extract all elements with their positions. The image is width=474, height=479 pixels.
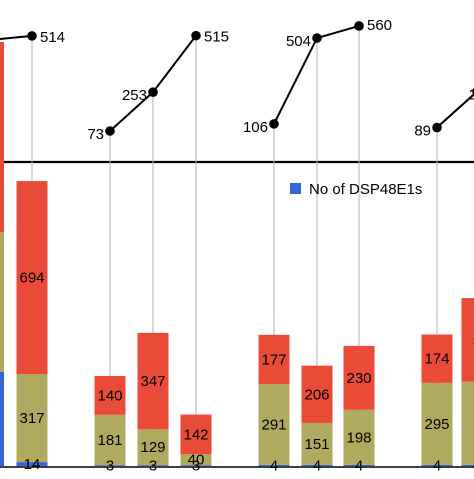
- bar-value-label: 177: [261, 351, 286, 368]
- bar-value-label: 40: [188, 452, 205, 469]
- bar-value-label: 4: [270, 457, 278, 474]
- bar-segment: [0, 232, 4, 372]
- bar-value-label: 142: [183, 426, 208, 443]
- bar-segment: [462, 381, 474, 464]
- line-point: [27, 31, 37, 41]
- bar-value-label: 694: [19, 270, 44, 287]
- line-point: [148, 87, 158, 97]
- stacked-bars: [0, 42, 474, 466]
- bar-value-label: 151: [304, 436, 329, 453]
- line-value-label: 514: [40, 29, 65, 46]
- line-series: [0, 21, 474, 136]
- line-segment: [317, 26, 359, 38]
- line-value-label: 89: [414, 123, 431, 140]
- bar-value-label: 4: [433, 457, 441, 474]
- line-value-label: 256: [469, 87, 474, 104]
- bar-value-label: 3: [149, 458, 157, 474]
- bar-value-label: 4: [313, 457, 321, 474]
- legend: No of DSP48E1s: [290, 181, 422, 198]
- bar-value-label: 140: [97, 387, 122, 404]
- bar-value-label: 4: [355, 457, 363, 474]
- line-value-label: 106: [243, 119, 268, 136]
- bar-value-label: 295: [424, 416, 449, 433]
- line-point: [105, 126, 115, 136]
- line-value-label: 560: [367, 17, 392, 34]
- bar-segment: [0, 42, 4, 232]
- bar-value-label: 14: [24, 456, 41, 473]
- data-labels: 1431769431811403129347340142429117741512…: [19, 17, 474, 474]
- bar-value-label: 317: [19, 410, 44, 427]
- line-point: [312, 33, 322, 43]
- bar-segment: [0, 372, 4, 466]
- legend-swatch: [290, 183, 301, 194]
- line-value-label: 504: [286, 33, 311, 50]
- line-segment: [0, 36, 32, 40]
- line-point: [432, 123, 442, 133]
- background-layer: [0, 162, 474, 467]
- bar-value-label: 206: [304, 386, 329, 403]
- legend-label: No of DSP48E1s: [309, 181, 422, 198]
- line-segment: [153, 36, 196, 93]
- line-value-label: 253: [122, 87, 147, 104]
- bar-value-label: 174: [424, 351, 449, 368]
- line-segment: [274, 38, 317, 124]
- line-value-label: 515: [204, 29, 229, 46]
- bar-value-label: 3: [106, 458, 114, 474]
- bar-value-label: 181: [97, 432, 122, 449]
- line-value-label: 73: [87, 126, 104, 143]
- bar-value-label: 347: [140, 373, 165, 390]
- bar-value-label: 291: [261, 416, 286, 433]
- line-point: [191, 31, 201, 41]
- bar-value-label: 230: [346, 370, 371, 387]
- line-point: [269, 119, 279, 129]
- line-point: [354, 21, 364, 31]
- bar-value-label: 129: [140, 439, 165, 456]
- bar-value-label: 198: [346, 429, 371, 446]
